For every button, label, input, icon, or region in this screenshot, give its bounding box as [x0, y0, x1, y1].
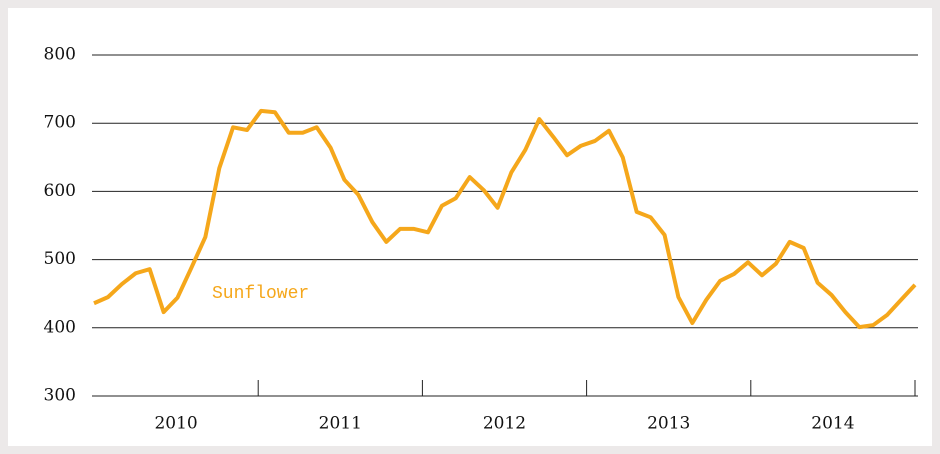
y-tick-label: 800	[44, 45, 76, 65]
x-tick-label: 2012	[483, 414, 526, 434]
x-tick-label: 2011	[319, 414, 362, 434]
series-label: Sunflower	[212, 284, 309, 304]
x-tick-label: 2014	[811, 414, 854, 434]
line	[93, 108, 917, 330]
y-tick-label: 300	[44, 386, 76, 406]
y-tick-label: 700	[44, 113, 76, 133]
x-tick-label: 2013	[647, 414, 690, 434]
panel	[8, 8, 932, 446]
x-tick-label: 2010	[154, 414, 197, 434]
y-tick-label: 400	[44, 317, 76, 337]
y-tick-label: 600	[44, 181, 76, 201]
y-tick-label: 500	[44, 249, 76, 269]
